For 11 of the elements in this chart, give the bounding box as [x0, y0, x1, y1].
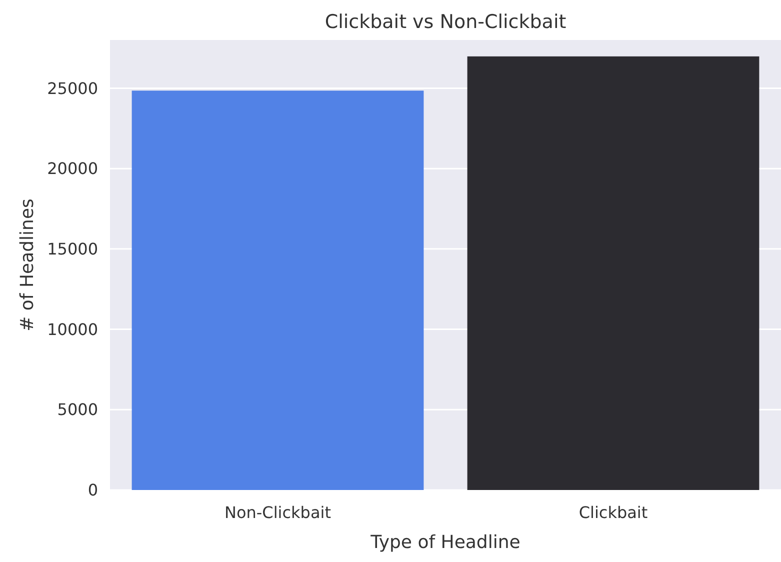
y-axis-title: # of Headlines [17, 198, 38, 332]
x-tick-label: Non-Clickbait [224, 503, 331, 522]
y-tick-label: 0 [88, 480, 98, 500]
x-tick-label: Clickbait [578, 503, 648, 522]
y-tick-label: 15000 [47, 240, 98, 259]
x-axis-title: Type of Headline [370, 532, 520, 553]
y-tick-label: 20000 [47, 159, 98, 178]
y-tick-label: 5000 [57, 400, 98, 420]
y-tick-label: 10000 [47, 320, 98, 339]
chart-title: Clickbait vs Non-Clickbait [324, 11, 566, 33]
y-tick-label: 25000 [47, 78, 98, 98]
